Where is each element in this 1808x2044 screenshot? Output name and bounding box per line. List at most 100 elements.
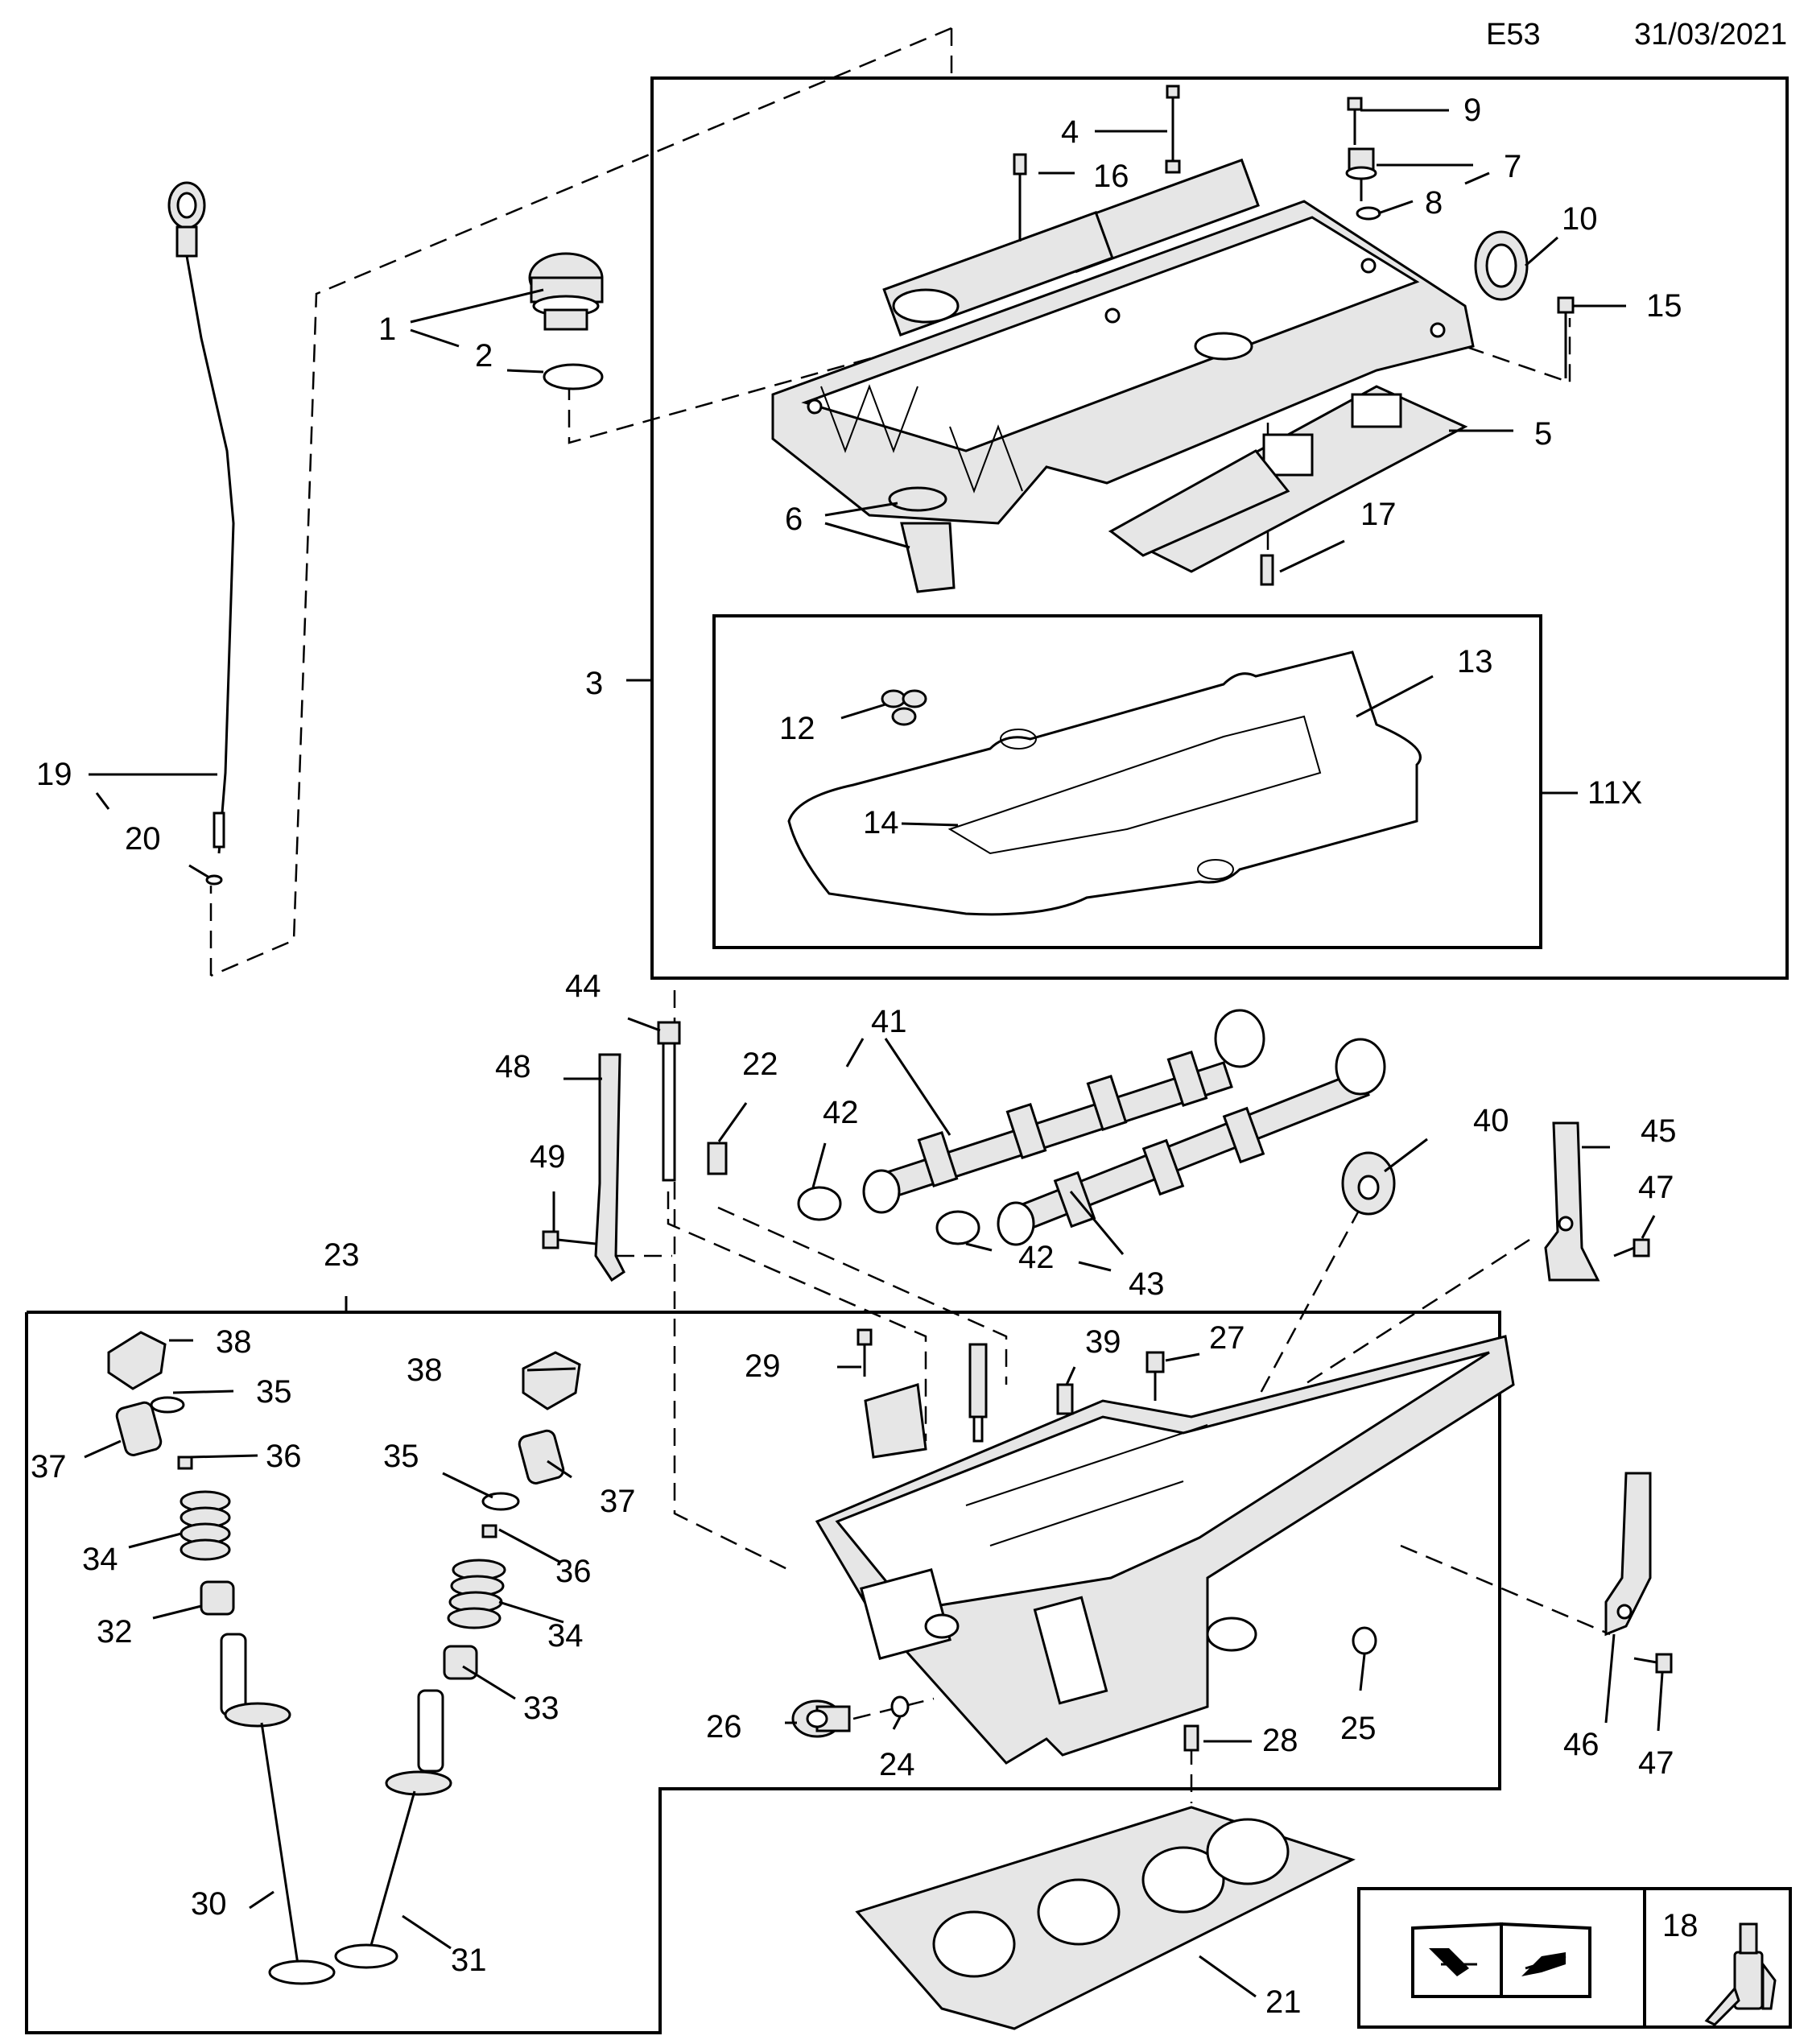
callout-35b: 35 — [383, 1439, 419, 1474]
bolt-9 — [1347, 97, 1363, 145]
callout-12: 12 — [779, 711, 815, 746]
stud-16 — [1013, 153, 1027, 242]
callout-16: 16 — [1093, 159, 1129, 194]
stud-27 — [1145, 1351, 1165, 1401]
spark-plug — [968, 1343, 988, 1443]
bolt-15 — [1557, 296, 1575, 378]
plug-26 — [791, 1699, 851, 1738]
dipstick — [167, 181, 235, 886]
washer-8 — [1356, 206, 1381, 221]
callout-38b: 38 — [407, 1352, 443, 1388]
callout-35a: 35 — [256, 1374, 292, 1410]
callout-18: 18 — [1662, 1908, 1699, 1943]
callout-2: 2 — [475, 338, 493, 374]
seal-24 — [890, 1695, 910, 1718]
bracket-46 — [1604, 1472, 1652, 1637]
callout-7: 7 — [1504, 149, 1521, 184]
sealant-bottle-icon — [1704, 1922, 1777, 2026]
head-bolt-44 — [657, 1021, 681, 1182]
oil-filler-cap — [528, 252, 604, 390]
callout-10: 10 — [1562, 201, 1598, 237]
bolt-47-lower — [1633, 1653, 1673, 1674]
valve-spring-right — [447, 1559, 506, 1629]
callout-37b: 37 — [600, 1484, 636, 1519]
rocker-arm-right — [522, 1351, 581, 1410]
baffle-plate-rear — [1108, 449, 1290, 557]
valve-stem-seal-left — [200, 1580, 235, 1616]
callout-43: 43 — [1129, 1266, 1165, 1302]
gasket-kit-frame — [712, 614, 1542, 949]
callout-22: 22 — [742, 1047, 778, 1082]
camshaft-intake — [862, 1009, 1265, 1214]
valve-stem-seal-right — [443, 1645, 478, 1680]
callout-5: 5 — [1534, 416, 1552, 452]
camshaft-exhaust — [997, 1038, 1386, 1246]
dowel-17 — [1260, 554, 1274, 586]
callout-14: 14 — [863, 805, 899, 840]
dowel-39 — [1056, 1383, 1074, 1415]
lash-adjuster-right — [518, 1429, 565, 1484]
seal-25 — [1352, 1626, 1377, 1655]
callout-29: 29 — [745, 1348, 781, 1384]
callout-9: 9 — [1463, 93, 1481, 128]
callout-41: 41 — [871, 1004, 907, 1039]
callout-36b: 36 — [555, 1554, 592, 1589]
diagram-code: E53 — [1486, 18, 1541, 52]
callout-8: 8 — [1425, 185, 1443, 221]
callout-44: 44 — [565, 968, 601, 1004]
diagram-date: 31/03/2021 — [1634, 18, 1788, 52]
callout-31: 31 — [451, 1943, 487, 1978]
sleeve-22 — [707, 1142, 728, 1175]
callout-47a: 47 — [1638, 1170, 1674, 1205]
callout-1: 1 — [378, 312, 396, 347]
exhaust-valve — [334, 1790, 416, 1969]
reference-box-frame — [1357, 1887, 1792, 2029]
callout-48: 48 — [495, 1049, 531, 1084]
callout-38a: 38 — [216, 1324, 252, 1360]
camshaft-seal-front — [797, 1186, 842, 1221]
dowel-28 — [1183, 1724, 1199, 1752]
workshop-manual-icon — [1411, 1922, 1591, 1998]
callout-30: 30 — [191, 1886, 227, 1922]
valve-keeper-right — [481, 1524, 497, 1538]
head-gasket — [855, 1806, 1356, 2030]
cylinder-head-assembly-frame — [25, 1311, 1501, 2034]
valve-cover — [771, 158, 1475, 525]
callout-17: 17 — [1360, 497, 1397, 532]
callout-36a: 36 — [266, 1439, 302, 1474]
callout-33: 33 — [523, 1691, 559, 1726]
callout-11x: 11X — [1587, 775, 1642, 811]
callout-40: 40 — [1473, 1103, 1509, 1138]
spring-retainer-left — [150, 1396, 185, 1414]
callout-6: 6 — [785, 502, 803, 537]
camshaft-seal-rear — [935, 1210, 980, 1245]
callouts: 1 2 3 4 5 6 7 8 9 10 11X 12 13 14 15 16 … — [31, 93, 1699, 2020]
callout-34a: 34 — [82, 1542, 118, 1577]
callout-27: 27 — [1209, 1320, 1245, 1356]
callout-32: 32 — [97, 1614, 133, 1650]
bearing-cap — [864, 1383, 927, 1459]
valve-guide-right — [417, 1689, 444, 1773]
callout-23: 23 — [324, 1237, 360, 1273]
rocker-arm-left — [107, 1331, 167, 1390]
valve-cover-gasket — [787, 650, 1422, 916]
plug-40 — [1341, 1151, 1396, 1216]
filler-cap-seal — [543, 363, 604, 390]
pcv-valve — [888, 486, 956, 593]
dipstick-o-ring — [205, 874, 223, 886]
intake-valve — [260, 1722, 336, 1985]
bracket-45 — [1544, 1121, 1600, 1282]
valve-spring-left — [180, 1490, 231, 1561]
leader-lines — [84, 109, 1664, 1998]
callout-13: 13 — [1457, 644, 1493, 679]
cylinder-head — [815, 1335, 1515, 1765]
callout-34b: 34 — [547, 1618, 584, 1654]
bolt-47-upper — [1613, 1238, 1650, 1257]
callout-49: 49 — [530, 1139, 566, 1175]
callout-25: 25 — [1340, 1711, 1377, 1746]
bolt-4 — [1165, 85, 1181, 174]
callout-42a: 42 — [823, 1095, 859, 1130]
callout-39: 39 — [1085, 1324, 1121, 1360]
bolt-29 — [857, 1328, 873, 1377]
